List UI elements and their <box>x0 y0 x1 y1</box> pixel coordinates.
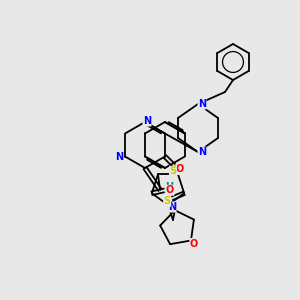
Text: H: H <box>165 182 173 192</box>
Text: S: S <box>169 166 177 176</box>
Text: N: N <box>168 202 176 212</box>
Text: S: S <box>164 196 171 206</box>
Text: N: N <box>115 152 123 163</box>
Text: O: O <box>166 185 174 195</box>
Text: O: O <box>190 238 198 248</box>
Text: N: N <box>143 116 151 126</box>
Text: N: N <box>198 99 206 109</box>
Text: O: O <box>176 164 184 175</box>
Text: N: N <box>198 147 206 157</box>
